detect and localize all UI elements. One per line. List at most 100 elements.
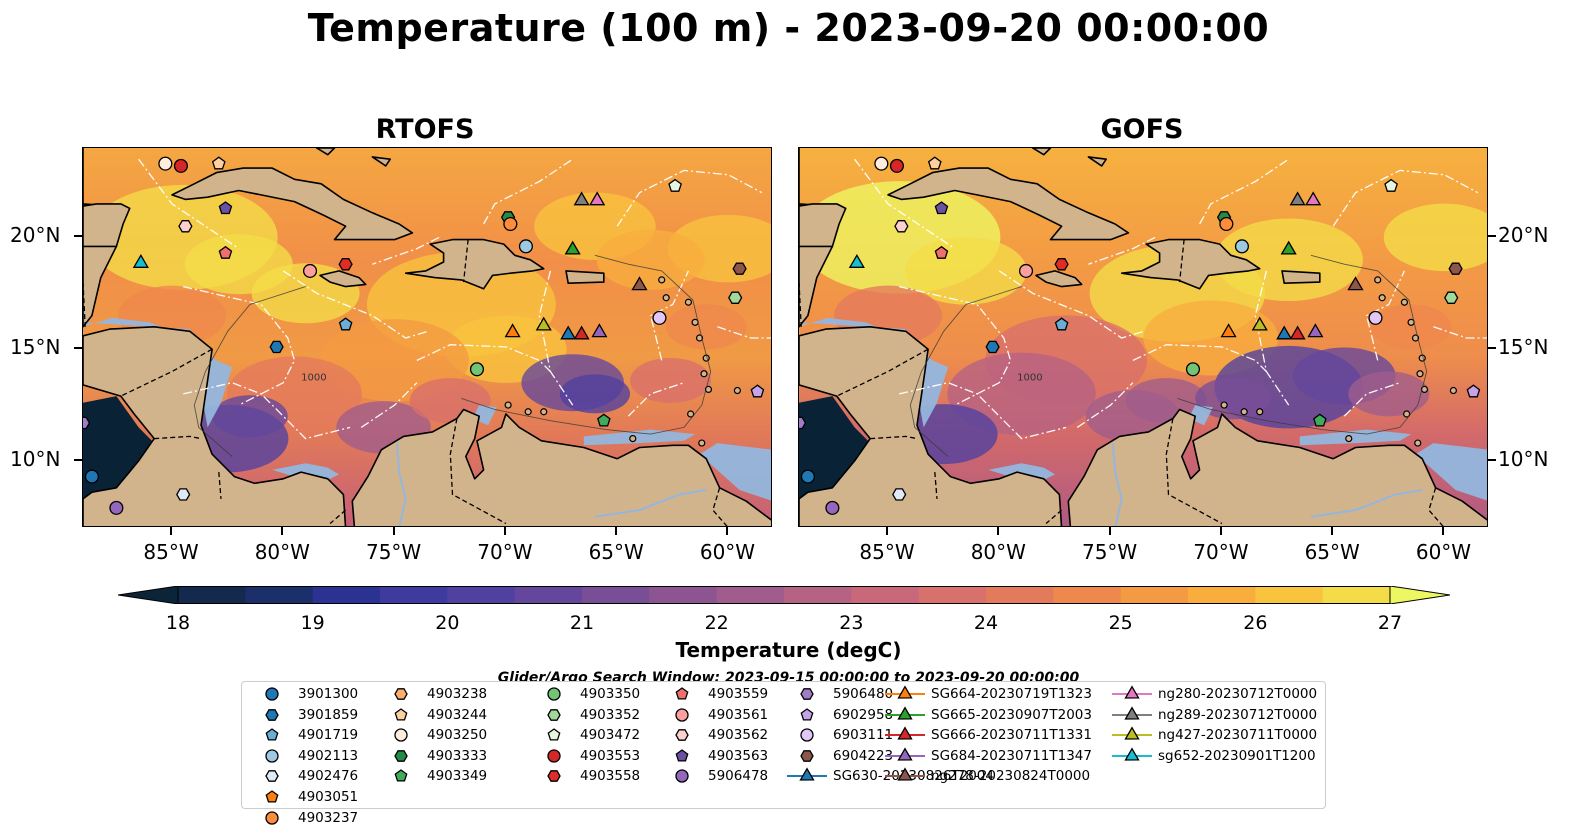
legend-marker <box>800 749 814 762</box>
colorbar-segment <box>582 586 650 604</box>
legend-label: 6903111 <box>833 727 894 744</box>
tick-mark-lat <box>74 347 82 350</box>
legend-marker <box>547 687 561 701</box>
tick-mark-lon <box>1331 527 1334 535</box>
marker-ng427-20230711T0000 <box>1251 316 1268 331</box>
marker-5906480 <box>83 416 91 430</box>
legend-symbol <box>394 728 408 742</box>
legend-marker <box>547 770 561 783</box>
colorbar-tick-label: 26 <box>1243 612 1268 634</box>
land-cuba <box>887 167 1130 241</box>
temperature-patch <box>1383 203 1487 272</box>
map-rtofs: 1000 <box>82 147 772 527</box>
lon-tick-label: 65°W <box>588 540 644 564</box>
marker-ng289-20230712T0000 <box>573 191 590 206</box>
legend-label: 4903333 <box>427 747 488 764</box>
legend-label: 4903559 <box>708 686 769 702</box>
colorbar-tick-label: 22 <box>704 612 729 634</box>
tick-mark-lon <box>886 527 889 535</box>
island <box>524 408 532 416</box>
colorbar-tick-label: 18 <box>165 612 191 634</box>
marker-ng278-20230824T0000 <box>1347 276 1364 291</box>
lon-tick-label: 70°W <box>477 540 533 564</box>
legend-label: 4903349 <box>427 768 488 785</box>
legend-marker <box>787 767 827 782</box>
country-border <box>934 472 938 499</box>
marker-4903349 <box>1313 413 1327 427</box>
tick-mark-lat <box>1488 235 1496 238</box>
marker-6904223 <box>732 262 747 275</box>
eez-boundary <box>1088 236 1156 265</box>
legend-symbol <box>675 707 689 722</box>
tick-mark-lat <box>1488 347 1496 350</box>
island <box>733 386 741 395</box>
legend-symbol <box>394 707 408 721</box>
island <box>687 410 695 418</box>
legend-marker <box>1112 747 1152 761</box>
eez-boundary <box>998 270 1145 339</box>
tick-mark-lon <box>1108 527 1111 535</box>
marker-4901719 <box>1054 317 1069 331</box>
temperature-patch <box>1214 218 1363 302</box>
lon-tick-label: 85°W <box>859 540 915 564</box>
colorbar-segment <box>649 586 718 604</box>
colorbar-segment <box>1053 586 1122 604</box>
eez-boundary <box>854 158 956 250</box>
tick-mark-lon <box>392 527 395 535</box>
island <box>540 408 548 416</box>
legend-marker <box>1112 726 1152 740</box>
marker-4903559 <box>218 245 233 259</box>
tick-mark-lat <box>1488 458 1496 461</box>
marker-4903472 <box>668 178 682 192</box>
legend-marker <box>547 728 561 741</box>
legend-triangle <box>897 767 913 782</box>
legend-triangle <box>897 685 913 699</box>
legend-triangle <box>1124 685 1140 699</box>
marker-4903349 <box>597 413 611 427</box>
marker-4903558 <box>1054 258 1069 271</box>
marker-4903244 <box>211 156 226 170</box>
country-border <box>154 435 202 440</box>
lat-tick-label: 10°N <box>10 446 61 471</box>
temperature-patch <box>559 374 631 414</box>
marker-SG666-20230711T1331 <box>1289 325 1306 340</box>
legend-symbol <box>265 687 279 701</box>
marker-SG666-20230711T1331 <box>573 325 590 340</box>
map-gofs: 1000 <box>798 147 1488 527</box>
legend-marker <box>800 728 814 742</box>
colorbar-extend-low <box>117 585 179 605</box>
lon-tick-label: 65°W <box>1304 540 1360 564</box>
marker-4903237 <box>503 216 518 232</box>
legend-triangle <box>897 747 913 761</box>
legend-marker <box>675 687 689 700</box>
legend-symbol <box>394 749 408 762</box>
country-border <box>218 472 222 499</box>
legend-label: ng289-20230712T0000 <box>1158 706 1318 723</box>
colorbar-segment <box>178 586 246 604</box>
eez-boundary <box>1132 344 1267 372</box>
temperature-patch <box>1348 371 1430 417</box>
legend-symbol <box>547 728 561 741</box>
land-cuba <box>171 167 414 241</box>
legend-symbol <box>547 749 561 763</box>
lat-tick-label: 10°N <box>1498 446 1549 471</box>
tick-mark-lon <box>615 527 618 535</box>
eez-boundary <box>282 270 429 339</box>
legend-symbol <box>265 749 279 763</box>
marker-5906480 <box>799 416 807 430</box>
marker-4903563 <box>218 201 233 215</box>
legend-label: ng280-20230712T0000 <box>1158 686 1318 702</box>
country-border <box>449 418 507 525</box>
contour-label: 1000 <box>1017 372 1042 383</box>
legend-label: 4903244 <box>427 706 488 723</box>
legend-symbol <box>547 770 561 783</box>
island <box>684 298 693 306</box>
colorbar-tick-label: 25 <box>1108 612 1133 634</box>
marker-4902476 <box>176 488 191 501</box>
lon-tick-label: 75°W <box>1081 540 1138 564</box>
marker-ng280-20230712T0000 <box>1305 191 1322 206</box>
marker-4903244 <box>927 156 942 170</box>
marker-4903558 <box>338 258 353 271</box>
legend-marker <box>265 687 279 701</box>
lon-tick-label: 60°W <box>1415 540 1472 564</box>
